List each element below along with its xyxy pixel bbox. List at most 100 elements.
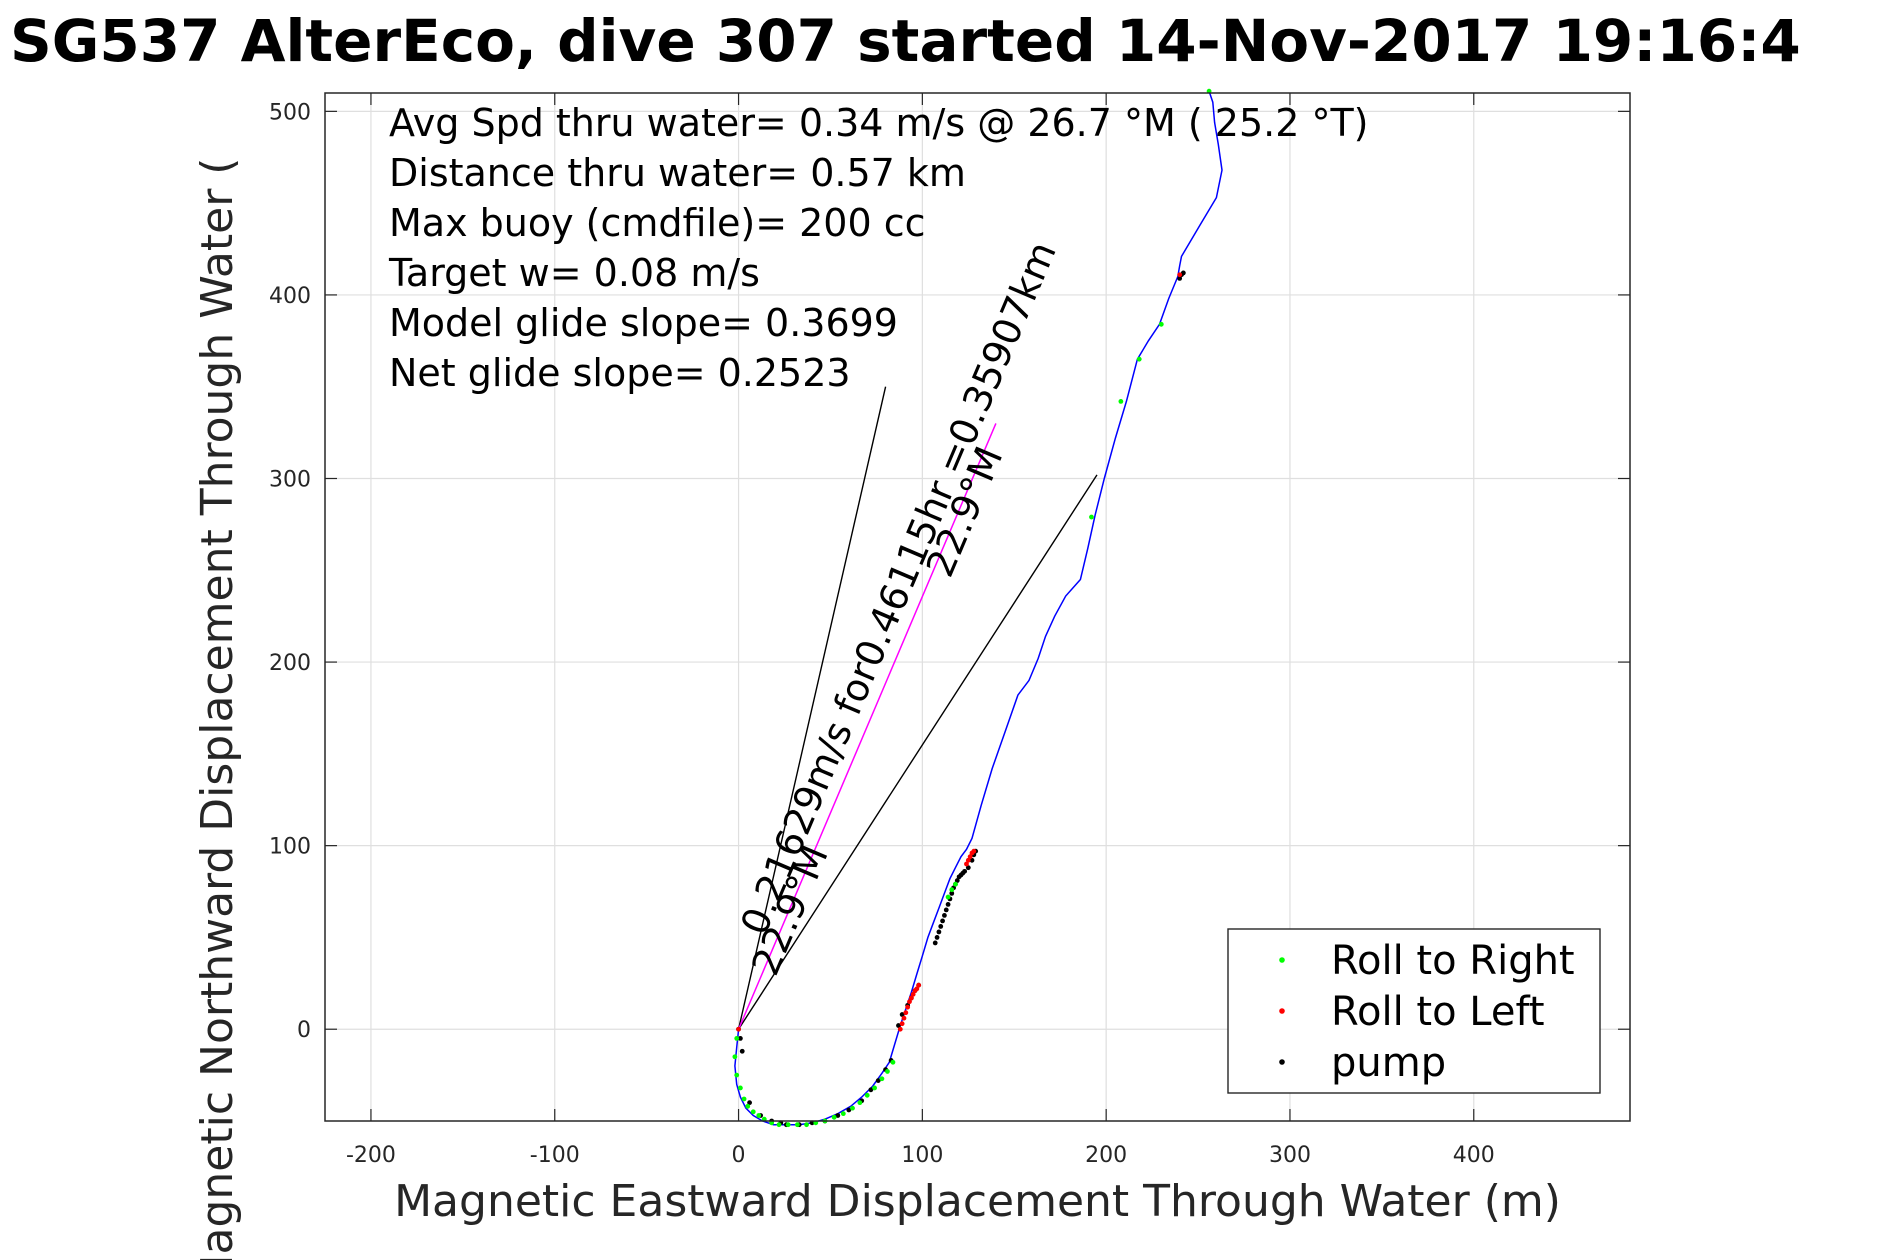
roll-left-point [736, 1026, 741, 1032]
pump-point [940, 918, 945, 924]
chart-title: SG537 AlterEco, dive 307 started 14-Nov-… [10, 7, 1801, 75]
roll-left-point [899, 1021, 905, 1027]
pump-point [965, 865, 971, 871]
stats-line: Max buoy (cmdfile)= 200 cc [389, 201, 926, 245]
roll-right-point [804, 1122, 809, 1128]
roll-right-point [745, 1103, 751, 1109]
pump-point [949, 890, 955, 896]
legend-marker [1279, 957, 1285, 963]
data-markers [732, 88, 1212, 1128]
roll-right-point [864, 1092, 870, 1098]
pump-point [934, 935, 940, 940]
legend-label: Roll to Right [1331, 938, 1575, 984]
pump-point [954, 878, 960, 883]
y-tick-label: 300 [269, 468, 311, 493]
stats-line: Distance thru water= 0.57 km [389, 151, 966, 195]
pump-point [1177, 276, 1183, 281]
roll-left-point [1177, 272, 1183, 278]
roll-right-point [831, 1114, 837, 1120]
stats-line: Target w= 0.08 m/s [388, 251, 760, 295]
pump-point [969, 857, 975, 863]
x-axis-label: Magnetic Eastward Displacement Through W… [394, 1176, 1561, 1227]
roll-right-point [890, 1059, 896, 1065]
stats-line: Model glide slope= 0.3699 [389, 301, 898, 345]
y-axis-label: Magnetic Northward Displacement Through … [192, 158, 243, 1260]
x-tick-label: 300 [1269, 1143, 1311, 1168]
pump-point [938, 924, 944, 929]
legend-label: Roll to Left [1331, 989, 1545, 1035]
y-tick-label: 400 [269, 284, 311, 309]
plot-frame [324, 92, 1631, 1122]
roll-left-point [905, 1004, 911, 1010]
x-tick-label: 100 [901, 1143, 943, 1168]
roll-right-point [850, 1105, 855, 1111]
x-tick-label: -200 [346, 1143, 396, 1168]
legend-box [1227, 928, 1601, 1094]
roll-right-point [734, 1072, 740, 1078]
roll-right-point [741, 1096, 747, 1102]
roll-right-point [1158, 321, 1164, 327]
x-tick-label: -100 [530, 1143, 580, 1168]
roll-right-point [794, 1122, 800, 1128]
pump-point [962, 868, 968, 874]
axis-ticks: -200 -100 0 100 200 300 400 0 100 200 300 400 500 [269, 93, 1630, 1168]
roll-right-point [1118, 399, 1124, 404]
pump-point [868, 1087, 874, 1093]
roll-left-point [914, 986, 920, 992]
stats-line: Net glide slope= 0.2523 [389, 351, 851, 395]
reference-line [737, 474, 1098, 1030]
roll-right-point [949, 887, 955, 893]
pump-point [899, 1012, 905, 1017]
y-tick-label: 100 [269, 835, 311, 860]
pump-point [932, 940, 938, 946]
pump-point [835, 1113, 841, 1118]
roll-left-point [910, 991, 916, 997]
stats-line: Avg Spd thru water= 0.34 m/s @ 26.7 °M (… [389, 101, 1369, 145]
roll-right-point [734, 1035, 740, 1041]
roll-right-point [732, 1054, 738, 1060]
grid-lines [325, 93, 1630, 1121]
pump-point [737, 1035, 743, 1041]
roll-right-point [750, 1109, 756, 1115]
y-tick-label: 500 [269, 100, 311, 125]
track-line [734, 90, 1223, 1126]
roll-right-point [885, 1069, 890, 1074]
roll-left-point [964, 861, 969, 867]
roll-left-point [916, 982, 922, 988]
roll-left-point [901, 1015, 907, 1021]
x-tick-label: 200 [1085, 1143, 1127, 1168]
roll-right-point [756, 1113, 762, 1118]
roll-right-point [1136, 356, 1142, 362]
pump-point [747, 1100, 752, 1106]
legend-marker [1279, 1008, 1285, 1014]
pump-point [936, 929, 942, 935]
roll-left-point [907, 999, 912, 1005]
reference-lines [737, 386, 1098, 1030]
pump-point [846, 1107, 852, 1113]
roll-right-point [785, 1122, 791, 1128]
roll-right-point [840, 1111, 846, 1117]
y-tick-label: 0 [297, 1018, 311, 1043]
reference-line [737, 386, 887, 1030]
roll-right-point [953, 881, 958, 887]
roll-right-point [857, 1100, 863, 1106]
pump-point [875, 1078, 881, 1084]
pump-point [739, 1048, 745, 1054]
heading-line [737, 423, 997, 1030]
pump-point [945, 901, 951, 907]
roll-left-point [903, 1010, 909, 1016]
pump-point [943, 907, 949, 913]
legend-label: pump [1331, 1040, 1446, 1086]
roll-right-point [776, 1122, 782, 1128]
legend: Roll to Right Roll to Left pump [1227, 928, 1601, 1094]
roll-left-point [965, 857, 971, 863]
x-tick-label: 400 [1453, 1143, 1495, 1168]
pump-point [1180, 270, 1186, 276]
roll-left-point [971, 848, 977, 854]
x-tick-label: 0 [732, 1143, 746, 1168]
legend-marker [1279, 1059, 1285, 1065]
roll-left-point [897, 1026, 903, 1032]
roll-right-point [872, 1085, 877, 1091]
roll-left-point [967, 854, 973, 860]
